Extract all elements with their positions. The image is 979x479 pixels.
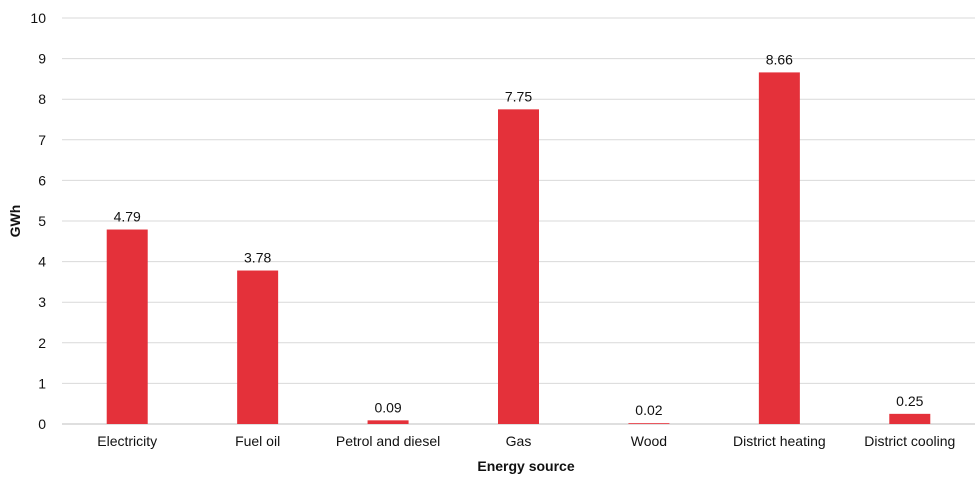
data-labels: 4.79 3.78 0.09 7.75 0.02 8.66 0.25 [114, 51, 924, 418]
y-tick-label: 5 [38, 213, 46, 229]
data-label: 0.25 [896, 393, 923, 409]
bar [237, 270, 279, 424]
category-label: Gas [506, 433, 532, 449]
category-label: Electricity [97, 433, 157, 449]
bar [367, 420, 409, 424]
y-tick-label: 10 [30, 10, 46, 26]
bar [758, 72, 800, 425]
y-tick-label: 7 [38, 132, 46, 148]
bars [106, 72, 931, 425]
bar [628, 423, 670, 424]
y-axis-title: GWh [7, 205, 23, 238]
bar [106, 229, 148, 424]
y-tick-label: 2 [38, 335, 46, 351]
bar [889, 413, 931, 424]
y-tick-label: 4 [38, 254, 46, 270]
y-tick-label: 6 [38, 172, 46, 188]
data-label: 7.75 [505, 88, 532, 104]
category-label: Wood [631, 433, 667, 449]
y-tick-labels: 0 1 2 3 4 5 6 7 8 9 10 [30, 10, 46, 432]
y-tick-label: 1 [38, 375, 46, 391]
data-label: 3.78 [244, 250, 271, 266]
y-tick-label: 9 [38, 51, 46, 67]
y-tick-label: 3 [38, 294, 46, 310]
category-label: Petrol and diesel [336, 433, 440, 449]
data-label: 0.09 [374, 399, 401, 415]
x-axis-title: Energy source [477, 458, 574, 474]
bar [498, 109, 539, 424]
category-label: District cooling [864, 433, 955, 449]
x-category-labels: Electricity Fuel oil Petrol and diesel Gas W… [97, 433, 955, 449]
data-label: 0.02 [635, 402, 662, 418]
category-label: District heating [733, 433, 826, 449]
y-tick-label: 8 [38, 91, 46, 107]
data-label: 8.66 [766, 51, 793, 67]
data-label: 4.79 [114, 209, 141, 225]
category-label: Fuel oil [235, 433, 280, 449]
y-tick-label: 0 [38, 416, 46, 432]
